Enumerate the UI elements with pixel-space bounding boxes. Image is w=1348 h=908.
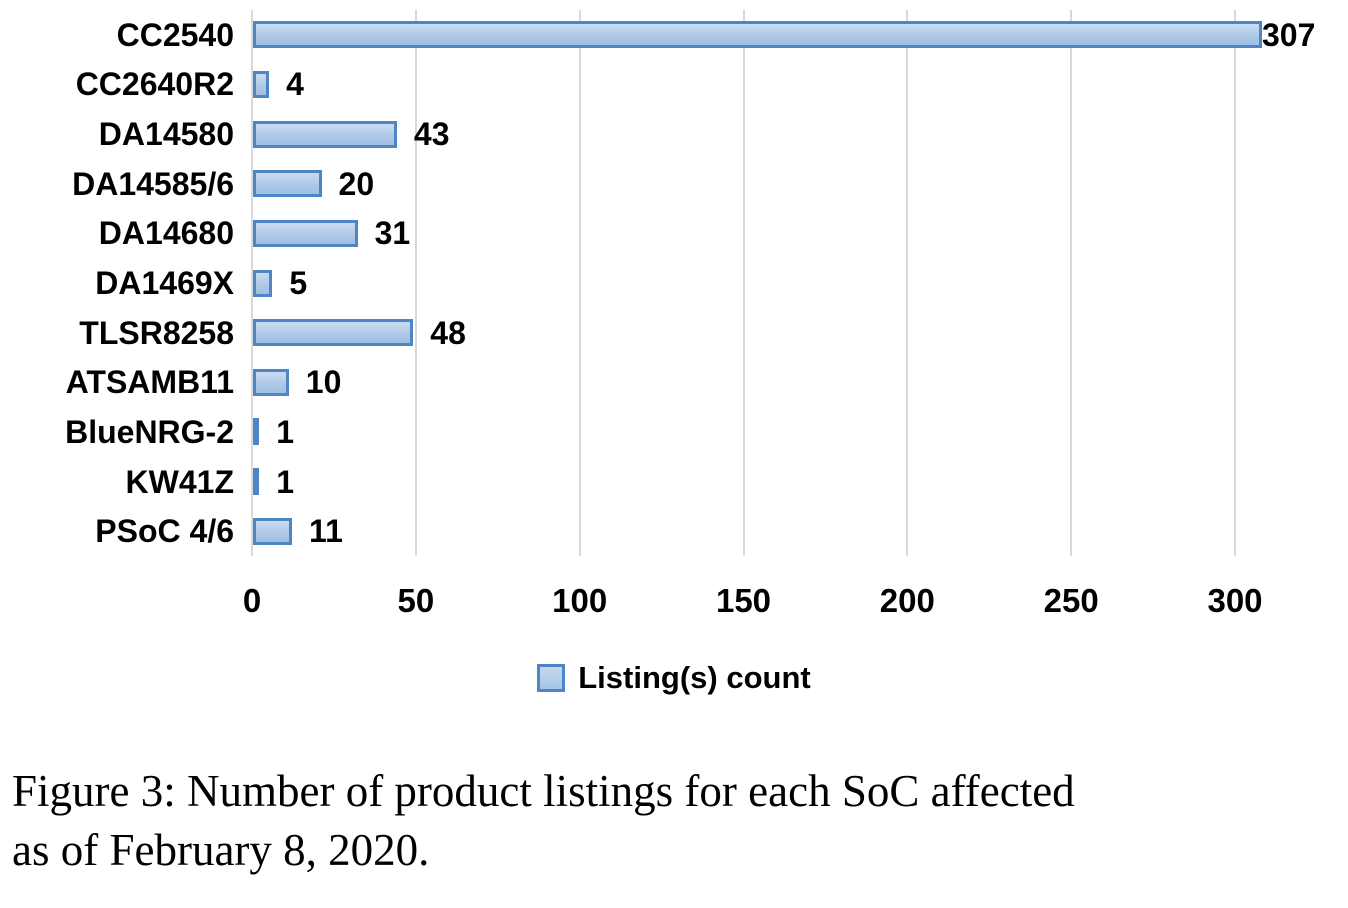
bar bbox=[253, 517, 293, 545]
chart-legend: Listing(s) count bbox=[0, 660, 1348, 696]
x-tick-label: 50 bbox=[397, 582, 435, 619]
bar bbox=[253, 368, 289, 396]
gridline bbox=[251, 10, 253, 556]
gridline bbox=[906, 10, 909, 556]
x-tick-label: 100 bbox=[552, 582, 608, 619]
value-label: 307 bbox=[1262, 16, 1316, 53]
bar bbox=[253, 21, 1262, 49]
bar-chart: 0 50 100 150 200 250 300 CC2540 307 CC2640R2 4 DA14… bbox=[0, 10, 1348, 696]
value-label: 20 bbox=[338, 165, 375, 202]
value-label: 31 bbox=[374, 215, 411, 252]
category-label: PSoC 4/6 bbox=[95, 513, 234, 550]
category-label: BlueNRG-2 bbox=[65, 413, 234, 450]
x-tick-label: 250 bbox=[1043, 582, 1099, 619]
value-label: 10 bbox=[305, 364, 342, 401]
x-tick-label: 200 bbox=[879, 582, 935, 619]
bar bbox=[253, 120, 397, 148]
x-tick-label: 300 bbox=[1207, 582, 1263, 619]
category-label: CC2540 bbox=[116, 16, 234, 53]
category-label: DA14585/6 bbox=[72, 165, 234, 202]
value-label: 11 bbox=[309, 513, 343, 550]
value-label: 1 bbox=[276, 463, 295, 500]
gridline bbox=[578, 10, 581, 556]
category-label: TLSR8258 bbox=[79, 314, 234, 351]
bar bbox=[253, 269, 273, 297]
value-label: 4 bbox=[286, 66, 304, 103]
x-tick-label: 0 bbox=[242, 582, 262, 619]
x-tick-label: 150 bbox=[715, 582, 772, 619]
gridline bbox=[742, 10, 745, 556]
legend-swatch-icon bbox=[537, 664, 566, 692]
bar bbox=[253, 219, 358, 247]
category-label: DA1469X bbox=[95, 265, 234, 301]
value-label: 43 bbox=[413, 116, 450, 153]
category-label: ATSAMB11 bbox=[65, 364, 234, 401]
gridline bbox=[414, 10, 417, 556]
gridline bbox=[1070, 10, 1073, 556]
category-label: DA14580 bbox=[98, 116, 234, 153]
bar bbox=[253, 319, 414, 347]
value-label: 1 bbox=[276, 413, 295, 450]
caption-line-2: as of February 8, 2020. bbox=[12, 825, 430, 875]
legend-label: Listing(s) count bbox=[578, 660, 811, 695]
bar bbox=[253, 70, 270, 98]
category-label: DA14680 bbox=[98, 215, 234, 252]
gridline bbox=[1234, 10, 1236, 556]
value-label: 48 bbox=[430, 314, 466, 351]
caption-line-1: Figure 3: Number of product listings for… bbox=[12, 766, 1075, 816]
bar bbox=[253, 418, 260, 446]
figure-caption: Figure 3: Number of product listings for… bbox=[12, 762, 1338, 880]
bar bbox=[253, 468, 260, 496]
category-label: KW41Z bbox=[125, 463, 234, 500]
category-label: CC2640R2 bbox=[75, 66, 234, 103]
bar bbox=[253, 170, 322, 198]
value-label: 5 bbox=[289, 265, 308, 301]
